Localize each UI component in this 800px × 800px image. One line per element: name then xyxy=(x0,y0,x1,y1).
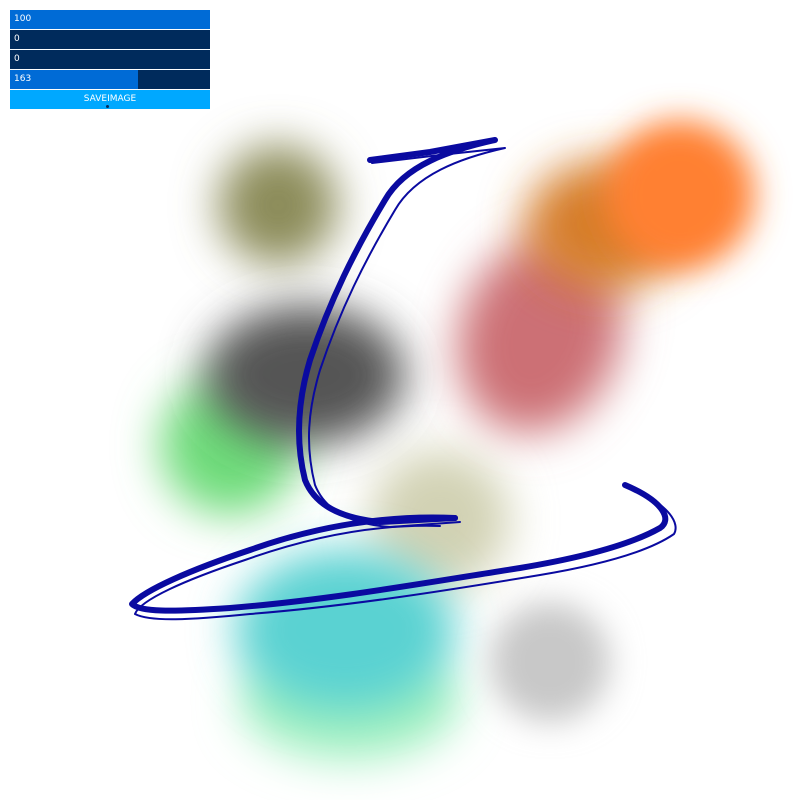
slider-2[interactable]: 0 xyxy=(10,30,210,49)
slider-1-fill xyxy=(10,10,210,29)
stroke-upper-thin xyxy=(308,147,506,528)
slider-1-value: 100 xyxy=(14,14,32,24)
slider-3-value: 0 xyxy=(14,54,20,64)
slider-4-value: 163 xyxy=(14,74,32,84)
slider-1[interactable]: 100 xyxy=(10,10,210,29)
cursor-dot-icon xyxy=(106,105,109,108)
light-gray-blob xyxy=(490,602,610,722)
save-image-button[interactable]: SAVEIMAGE xyxy=(10,90,210,109)
brush-strokes xyxy=(129,137,677,621)
bright-orange-blob xyxy=(605,120,755,270)
slider-2-value: 0 xyxy=(14,34,20,44)
slider-3[interactable]: 0 xyxy=(10,50,210,69)
stroke-lower-thin xyxy=(134,488,677,621)
slider-4-fill xyxy=(10,70,138,89)
blob-layer xyxy=(160,120,755,760)
olive-blob xyxy=(218,145,338,265)
stroke-upper-thick xyxy=(295,137,498,525)
save-image-label: SAVEIMAGE xyxy=(83,94,137,104)
stroke-lower-thick xyxy=(129,482,669,614)
slider-4[interactable]: 163 xyxy=(10,70,210,89)
cyan-blob xyxy=(235,550,455,710)
control-panel: 100 0 0 163 SAVEIMAGE xyxy=(10,10,210,109)
